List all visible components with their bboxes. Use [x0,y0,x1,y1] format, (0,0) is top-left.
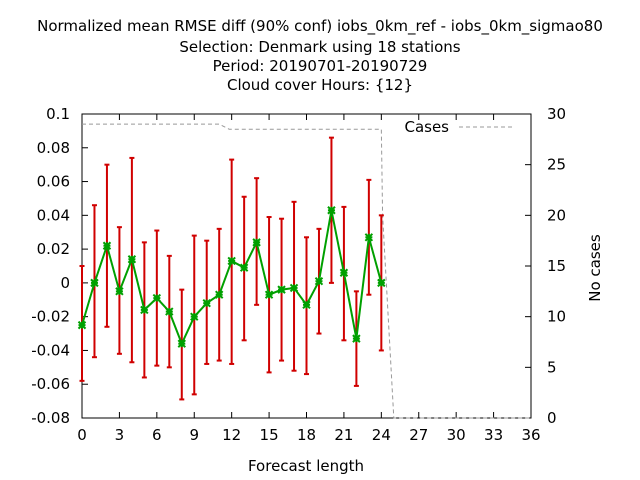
x-tick-label: 18 [297,426,316,444]
x-tick-label: 24 [372,426,391,444]
mean-point [127,255,137,264]
title-line-2: Selection: Denmark using 18 stations [179,38,460,56]
x-tick-label: 21 [334,426,353,444]
legend-label-cases: Cases [404,118,449,136]
y-tick-label: -0.02 [31,308,70,326]
mean-point [264,290,274,299]
mean-point [90,278,99,288]
x-tick-label: 33 [484,426,503,444]
y-tick-label: 0.1 [46,105,70,123]
y2-tick-label: 0 [547,409,557,427]
y-tick-label: -0.04 [31,341,70,359]
y2-tick-label: 20 [547,206,566,224]
mean-point [364,233,374,242]
mean-point [302,300,311,310]
mean-point [77,320,87,330]
cases-line [82,123,531,419]
x-tick-label: 9 [189,426,199,444]
mean-point [190,312,199,321]
mean-point [327,206,336,215]
x-tick-label: 3 [115,426,125,444]
mean-series [77,206,386,348]
mean-point [177,339,186,348]
mean-point [352,334,361,343]
legend: Cases [404,118,512,136]
axes: 0 3 6 9 12 15 18 21 24 27 30 33 360.10.080.060.040.0… [31,105,566,444]
error-bars [79,136,384,401]
cases-series [82,123,531,419]
y2-tick-label: 5 [547,358,557,376]
mean-point [214,290,224,299]
y-tick-label: -0.08 [31,409,70,427]
y-tick-label: 0.02 [37,240,70,258]
mean-point [102,241,112,250]
mean-point [165,307,174,316]
mean-point [377,278,386,288]
y2-axis-label: No cases [586,234,604,302]
y2-tick-label: 25 [547,156,566,174]
mean-point [239,263,249,272]
y-tick-label: 0.04 [37,206,70,224]
x-tick-label: 6 [152,426,162,444]
title-line-1: Normalized mean RMSE diff (90% conf) iob… [37,17,603,36]
mean-point [339,268,349,277]
x-tick-label: 12 [222,426,241,444]
x-tick-label: 15 [260,426,279,444]
mean-point [314,276,324,286]
mean-point [140,305,149,315]
title-line-4: Cloud cover Hours: {12} [227,76,413,94]
x-tick-label: 30 [447,426,466,444]
y2-tick-label: 10 [547,308,566,326]
mean-point [289,283,299,293]
mean-point [252,238,261,247]
x-tick-label: 27 [409,426,428,444]
y-tick-label: 0.08 [37,139,70,157]
mean-point [202,298,211,308]
y-tick-label: 0 [60,274,70,292]
x-tick-label: 36 [521,426,540,444]
title-line-3: Period: 20190701-20190729 [213,57,428,75]
mean-point [227,256,236,266]
y2-tick-label: 15 [547,257,566,275]
x-tick-label: 0 [77,426,87,444]
mean-point [115,287,124,296]
y-tick-label: -0.06 [31,375,70,393]
mean-point [277,285,286,294]
mean-point [152,293,162,303]
y-tick-label: 0.06 [37,173,70,191]
y2-tick-label: 30 [547,105,566,123]
chart-title: Normalized mean RMSE diff (90% conf) iob… [37,17,603,94]
x-axis-label: Forecast length [248,457,364,475]
